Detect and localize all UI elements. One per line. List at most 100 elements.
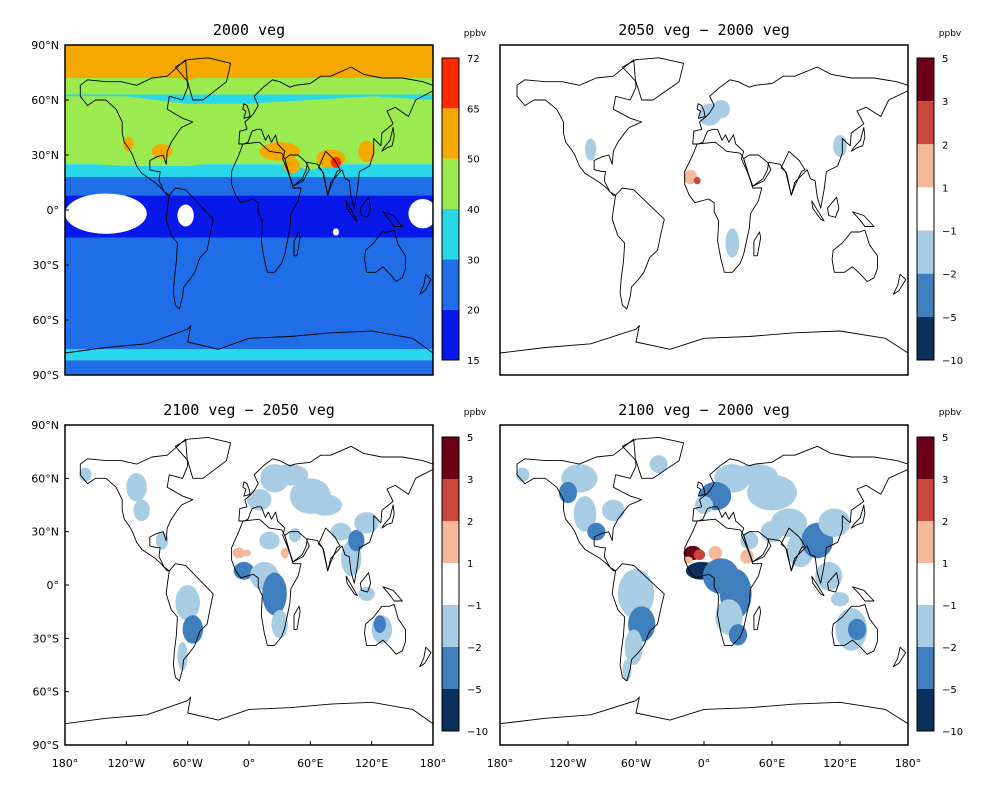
- colorbar-label: 1: [942, 183, 948, 194]
- colorbar: 5 3 2 1 −1 −2 −5 −10 ppbv: [441, 408, 488, 738]
- panel-title: 2050 veg − 2000 veg: [618, 21, 790, 39]
- colorbar-swatch: [442, 108, 459, 159]
- colorbar-label: −5: [467, 685, 482, 696]
- anomaly-region: [740, 549, 754, 564]
- anomaly-region: [175, 585, 200, 621]
- lon-tick-label: 120°W: [108, 757, 145, 770]
- colorbar-swatch: [442, 437, 459, 479]
- lon-tick-label: 120°E: [355, 757, 388, 770]
- panel-title: 2000 veg: [213, 21, 285, 39]
- colorbar-label: 72: [467, 54, 480, 65]
- colorbar-label: −1: [942, 601, 957, 612]
- ozone-high-region: [123, 136, 134, 152]
- coastline-newZealand: [892, 273, 907, 295]
- coastline-africa: [231, 518, 302, 646]
- colorbar-swatch: [442, 689, 459, 731]
- anomaly-region: [330, 522, 352, 541]
- lon-tick-label: 180°: [420, 757, 447, 770]
- colorbar: 5 3 2 1 −1 −2 −5 −10 ppbv: [916, 29, 963, 367]
- ozone-band: [65, 164, 433, 177]
- lat-tick-label: 0°: [47, 579, 60, 592]
- colorbar-label: 3: [942, 97, 948, 108]
- anomaly-region: [373, 615, 386, 633]
- lat-tick-label: 0°: [47, 204, 60, 217]
- coastline-northAmerica: [79, 438, 194, 572]
- coastline-madagascar: [753, 231, 762, 257]
- ozone-below-range-region: [177, 204, 194, 227]
- colorbar-swatch: [917, 437, 934, 479]
- anomaly-region: [818, 508, 851, 537]
- map-panel-3: 2100 veg − 2050 veg 90°N 60°N 30°N 0° 30°S 60°…: [31, 401, 488, 770]
- anomaly-region: [693, 177, 701, 185]
- ozone-band: [65, 237, 433, 265]
- colorbar-swatch: [442, 309, 459, 360]
- colorbar-swatch: [442, 521, 459, 563]
- ozone-high-region: [316, 149, 346, 168]
- colorbar-label: 2: [467, 517, 473, 528]
- anomaly-region: [182, 615, 203, 644]
- lon-tick-label: 0°: [698, 757, 711, 770]
- coastlines: [65, 436, 433, 745]
- colorbar-swatch: [917, 605, 934, 647]
- coastline-northAmerica: [516, 59, 643, 196]
- coastline-borneo: [359, 196, 372, 218]
- colorbar-swatch: [442, 58, 459, 109]
- coastline-newGuinea: [382, 586, 403, 602]
- colorbar: 15 20 30 40 50 65 72 ppbv: [441, 29, 487, 367]
- anomaly-region: [262, 572, 287, 616]
- coastline-india: [780, 150, 806, 196]
- coastline-india: [780, 527, 806, 572]
- colorbar-swatch: [917, 273, 934, 317]
- coastlines: [65, 57, 433, 375]
- anomaly-region: [288, 528, 302, 543]
- coastline-japan: [850, 504, 866, 529]
- anomaly-region: [79, 467, 92, 482]
- lon-tick-label: 180°: [52, 757, 79, 770]
- field-layer: [500, 45, 908, 375]
- anomaly-region: [155, 531, 169, 550]
- colorbar-swatch: [917, 689, 934, 731]
- coastline-britain: [242, 103, 251, 119]
- coastline-sumatra: [345, 575, 358, 597]
- colorbar-label: −5: [942, 313, 957, 324]
- colorbar-swatch: [917, 230, 934, 274]
- map-frame: [499, 44, 909, 376]
- colorbar-unit: ppbv: [464, 29, 487, 39]
- coastline-sumatra: [811, 575, 825, 597]
- coastline-northAmerica: [516, 438, 643, 572]
- colorbar-label: 20: [467, 306, 480, 317]
- map-background: [65, 425, 433, 745]
- ozone-high-region: [358, 140, 375, 163]
- anomaly-region: [348, 529, 365, 552]
- ozone-band: [65, 320, 433, 350]
- field-layer: [65, 425, 433, 745]
- anomaly-region: [309, 494, 343, 516]
- colorbar-label: 1: [942, 559, 948, 570]
- anomaly-region: [573, 496, 597, 532]
- coastline-borneo: [827, 196, 840, 218]
- anomaly-region: [622, 659, 632, 681]
- lat-tick-label: 90°N: [31, 419, 59, 432]
- colorbar-swatch: [917, 647, 934, 689]
- colorbar-label: −1: [942, 227, 957, 238]
- colorbar-label: −2: [467, 643, 482, 654]
- colorbar-swatch: [917, 563, 934, 605]
- lat-tick-label: 30°S: [33, 632, 59, 645]
- coastline-madagascar: [753, 605, 762, 630]
- coastline-greenland: [621, 436, 685, 479]
- field-layer: [65, 45, 433, 375]
- colorbar-label: −5: [942, 685, 957, 696]
- anomaly-region: [693, 549, 706, 561]
- ozone-band: [65, 177, 433, 196]
- colorbar-label: 30: [467, 255, 480, 266]
- coastline-australia: [364, 604, 406, 655]
- colorbar-unit: ppbv: [939, 408, 962, 418]
- map-background: [500, 425, 908, 745]
- coastline-india: [318, 527, 341, 572]
- lon-tick-label: 60°E: [297, 757, 323, 770]
- anomaly-region: [617, 569, 655, 619]
- coastline-eurasia: [238, 66, 433, 209]
- colorbar-label: −10: [942, 356, 963, 367]
- coastline-southAmerica: [611, 187, 665, 310]
- colorbar-label: −1: [467, 601, 482, 612]
